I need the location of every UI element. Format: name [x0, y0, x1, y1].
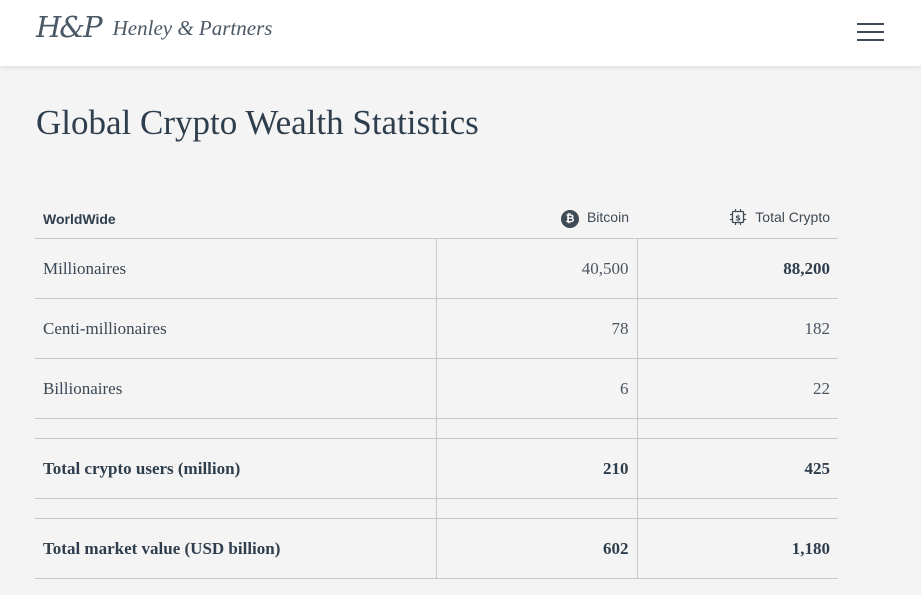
crypto-chip-icon: $ [729, 208, 747, 229]
total-crypto-value: 22 [636, 358, 838, 419]
svg-text:$: $ [736, 213, 742, 222]
site-header: H&P Henley & Partners [0, 0, 921, 66]
table-spacer-row [35, 418, 838, 439]
bitcoin-value: 602 [435, 518, 637, 579]
total-crypto-value: 425 [636, 438, 838, 499]
column-header-worldwide: WorldWide [35, 199, 436, 239]
total-crypto-value: 182 [636, 298, 838, 359]
row-label: Total market value (USD billion) [35, 518, 436, 579]
logo-wordmark: Henley & Partners [112, 16, 273, 40]
row-label: Total crypto users (million) [35, 438, 436, 499]
column-header-bitcoin-label: Bitcoin [586, 209, 629, 226]
bitcoin-value: 6 [435, 358, 637, 419]
page-title: Global Crypto Wealth Statistics [36, 103, 479, 142]
table-header-row: WorldWide ₿ Bitcoin $ [35, 199, 838, 239]
table-row: Billionaires 6 22 [35, 358, 838, 419]
table-row: Centi-millionaires 78 182 [35, 298, 838, 359]
total-crypto-value: 88,200 [636, 238, 838, 299]
total-crypto-value: 1,180 [636, 518, 838, 579]
crypto-wealth-table: WorldWide ₿ Bitcoin $ [35, 199, 838, 579]
row-label: Billionaires [35, 358, 436, 419]
table-row: Total market value (USD billion) 602 1,1… [35, 518, 838, 579]
bitcoin-value: 40,500 [435, 238, 637, 299]
bitcoin-value: 78 [435, 298, 637, 359]
hamburger-menu-icon[interactable] [853, 18, 889, 46]
table-row: Millionaires 40,500 88,200 [35, 238, 838, 299]
table-row: Total crypto users (million) 210 425 [35, 438, 838, 499]
logo-monogram: H&P [36, 10, 103, 44]
column-header-total-crypto: $ Total Crypto [637, 199, 838, 239]
column-header-total-crypto-label: Total Crypto [755, 209, 830, 226]
table-spacer-row [35, 498, 838, 519]
henley-partners-logo[interactable]: H&P Henley & Partners [36, 13, 272, 42]
row-label: Millionaires [35, 238, 436, 299]
bitcoin-value: 210 [435, 438, 637, 499]
bitcoin-icon: ₿ [560, 209, 579, 228]
column-header-bitcoin: ₿ Bitcoin [436, 199, 637, 239]
row-label: Centi-millionaires [35, 298, 436, 359]
